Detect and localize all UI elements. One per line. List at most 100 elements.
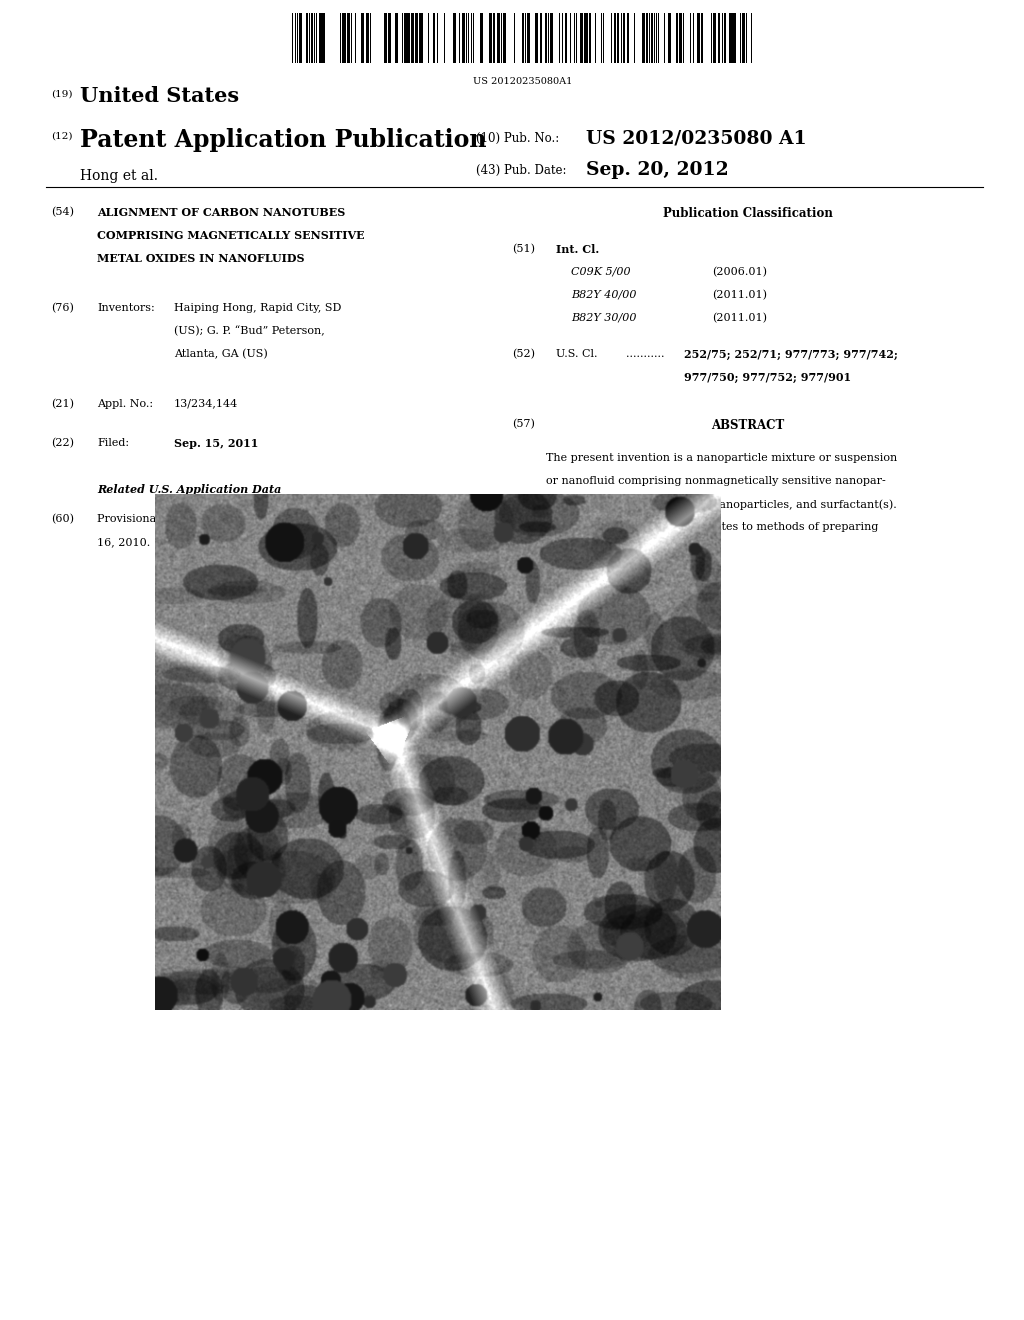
Bar <box>454 13 456 63</box>
Bar <box>751 13 753 63</box>
Text: Haiping Hong, Rapid City, SD: Haiping Hong, Rapid City, SD <box>174 304 341 313</box>
Text: (76): (76) <box>51 304 74 313</box>
Text: Publication Classification: Publication Classification <box>663 207 833 220</box>
Text: (51): (51) <box>512 243 535 253</box>
Bar <box>408 13 410 63</box>
Bar <box>613 13 616 63</box>
Bar <box>729 13 732 63</box>
Bar <box>741 13 744 63</box>
Bar <box>343 13 346 63</box>
Bar <box>745 13 748 63</box>
Bar <box>540 13 542 63</box>
Bar <box>651 13 653 63</box>
Bar <box>318 13 321 63</box>
Text: The present invention also relates to methods of preparing: The present invention also relates to me… <box>546 521 879 532</box>
Bar <box>683 13 684 63</box>
Text: (52): (52) <box>512 348 535 359</box>
Text: Sep. 20, 2012: Sep. 20, 2012 <box>586 161 728 180</box>
Bar <box>411 13 414 63</box>
Bar <box>498 13 500 63</box>
Bar <box>415 13 418 63</box>
Bar <box>573 13 575 63</box>
Bar <box>522 13 524 63</box>
Bar <box>724 13 726 63</box>
Bar <box>322 13 325 63</box>
Text: The present invention is a nanoparticle mixture or suspension: The present invention is a nanoparticle … <box>546 453 897 463</box>
Text: (10) Pub. No.:: (10) Pub. No.: <box>476 132 559 145</box>
Bar <box>462 13 465 63</box>
Text: (54): (54) <box>51 207 74 218</box>
Text: ...........: ........... <box>626 348 665 359</box>
Text: (60): (60) <box>51 515 74 524</box>
Text: Int. Cl.: Int. Cl. <box>556 243 599 255</box>
Text: ticles, magnetically sensitive nanoparticles, and surfactant(s).: ticles, magnetically sensitive nanoparti… <box>546 499 897 510</box>
Text: ALIGNMENT OF CARBON NANOTUBES: ALIGNMENT OF CARBON NANOTUBES <box>97 207 345 218</box>
Bar <box>581 13 583 63</box>
Bar <box>360 13 364 63</box>
Bar <box>404 13 407 63</box>
Bar <box>388 13 391 63</box>
Text: U.S. Cl.: U.S. Cl. <box>556 348 598 359</box>
Bar <box>697 13 699 63</box>
Text: US 20120235080A1: US 20120235080A1 <box>472 77 572 86</box>
Text: Filed:: Filed: <box>97 438 129 447</box>
Bar <box>306 13 308 63</box>
Bar <box>501 13 503 63</box>
Bar <box>623 13 626 63</box>
Bar <box>421 13 423 63</box>
Bar <box>536 13 539 63</box>
Bar <box>494 13 495 63</box>
Text: B82Y 30/00: B82Y 30/00 <box>571 313 637 323</box>
Bar <box>585 13 588 63</box>
Bar <box>589 13 591 63</box>
Text: (2011.01): (2011.01) <box>712 290 767 300</box>
Bar <box>299 13 302 63</box>
Bar <box>642 13 645 63</box>
Bar <box>527 13 530 63</box>
Bar <box>366 13 369 63</box>
Bar <box>713 13 716 63</box>
Text: (21): (21) <box>51 399 74 409</box>
Bar <box>545 13 548 63</box>
Bar <box>480 13 482 63</box>
Text: Atlanta, GA (US): Atlanta, GA (US) <box>174 348 268 359</box>
Text: C09K 5/00: C09K 5/00 <box>571 267 631 277</box>
Bar <box>503 13 507 63</box>
Text: Provisional application No. 61/383,670, filed on Sep.: Provisional application No. 61/383,670, … <box>97 515 394 524</box>
Bar <box>668 13 671 63</box>
Text: Related U.S. Application Data: Related U.S. Application Data <box>97 484 282 495</box>
Text: 977/750; 977/752; 977/901: 977/750; 977/752; 977/901 <box>684 372 851 383</box>
Text: (19): (19) <box>51 90 73 99</box>
Text: Sep. 15, 2011: Sep. 15, 2011 <box>174 438 258 449</box>
Bar <box>315 13 317 63</box>
Text: (2006.01): (2006.01) <box>712 267 767 277</box>
Text: 252/75; 252/71; 977/773; 977/742;: 252/75; 252/71; 977/773; 977/742; <box>684 348 898 360</box>
Bar <box>564 13 567 63</box>
Bar <box>700 13 703 63</box>
Text: or nanofluid comprising nonmagnetically sensitive nanopar-: or nanofluid comprising nonmagnetically … <box>546 477 886 486</box>
Text: (22): (22) <box>51 438 74 447</box>
Bar <box>310 13 313 63</box>
Text: Hong et al.: Hong et al. <box>80 169 158 183</box>
Text: and using the same.: and using the same. <box>546 545 659 556</box>
Text: ABSTRACT: ABSTRACT <box>711 420 784 432</box>
Text: US 2012/0235080 A1: US 2012/0235080 A1 <box>586 129 806 148</box>
Text: (12): (12) <box>51 132 73 141</box>
Bar <box>733 13 736 63</box>
Text: METAL OXIDES IN NANOFLUIDS: METAL OXIDES IN NANOFLUIDS <box>97 253 305 264</box>
Text: (43) Pub. Date:: (43) Pub. Date: <box>476 164 566 177</box>
Text: United States: United States <box>80 86 239 106</box>
Bar <box>679 13 682 63</box>
Text: Appl. No.:: Appl. No.: <box>97 399 154 409</box>
Bar <box>347 13 350 63</box>
Text: (2011.01): (2011.01) <box>712 313 767 323</box>
Bar <box>489 13 492 63</box>
Text: Patent Application Publication: Patent Application Publication <box>80 128 486 152</box>
Text: 16, 2010.: 16, 2010. <box>97 537 151 548</box>
Text: (57): (57) <box>512 420 535 429</box>
Bar <box>617 13 618 63</box>
Text: Inventors:: Inventors: <box>97 304 155 313</box>
Bar <box>627 13 629 63</box>
Text: COMPRISING MAGNETICALLY SENSITIVE: COMPRISING MAGNETICALLY SENSITIVE <box>97 230 365 242</box>
Bar <box>384 13 387 63</box>
